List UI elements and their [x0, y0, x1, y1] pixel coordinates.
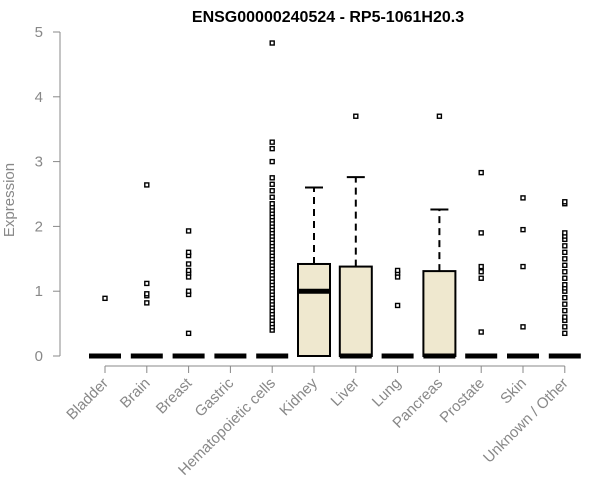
outlier-point	[102, 295, 108, 302]
outlier-point	[562, 307, 568, 314]
outlier-point	[144, 300, 150, 306]
outlier-point	[269, 175, 275, 181]
outlier-point	[269, 158, 275, 165]
outlier-point	[562, 330, 568, 337]
box-group	[422, 113, 457, 359]
outlier-point	[478, 275, 484, 281]
outlier-point	[269, 139, 275, 145]
y-tick-label: 1	[35, 283, 43, 300]
outlier-point	[269, 194, 275, 200]
plot-area	[89, 40, 581, 359]
outlier-point	[562, 230, 568, 236]
outlier-point	[478, 329, 484, 335]
box-iqr	[422, 270, 457, 357]
outlier-point	[185, 261, 192, 267]
outlier-point	[353, 113, 359, 119]
outlier-point	[478, 269, 484, 275]
box-group	[130, 182, 163, 359]
chart-title: ENSG00000240524 - RP5-1061H20.3	[192, 9, 464, 26]
y-tick-label: 5	[35, 24, 43, 41]
outlier-point	[269, 181, 275, 187]
box-group	[548, 199, 581, 359]
outlier-point	[562, 275, 568, 281]
outlier-point	[269, 188, 275, 194]
outlier-point	[436, 113, 443, 119]
box-iqr	[338, 265, 373, 357]
box-group	[338, 113, 373, 359]
outlier-point	[562, 301, 568, 307]
outlier-point	[562, 269, 568, 275]
box-group	[507, 195, 539, 359]
outlier-point	[520, 263, 526, 270]
outlier-point	[562, 243, 568, 249]
outlier-point	[562, 256, 568, 262]
outlier-point	[562, 294, 568, 301]
outlier-point	[144, 291, 150, 297]
outlier-point	[185, 228, 192, 234]
y-tick-label: 3	[35, 154, 43, 171]
outlier-point	[269, 40, 275, 46]
box-group	[297, 186, 331, 358]
outlier-point	[185, 288, 192, 294]
outlier-point	[185, 249, 192, 256]
outlier-point	[185, 267, 192, 274]
outlier-point	[520, 195, 526, 201]
x-tick-label: Skin	[497, 375, 530, 408]
box-group	[256, 40, 289, 359]
outlier-point	[269, 145, 275, 152]
outlier-point	[394, 302, 401, 309]
x-tick-label: Bladder	[63, 375, 112, 424]
y-axis: 0 1 2 3 4 5	[35, 24, 61, 365]
y-axis-label: Expression	[1, 163, 18, 237]
x-tick-label: Prostate	[436, 375, 488, 427]
outlier-point	[562, 249, 568, 256]
x-tick-label: Brain	[117, 375, 154, 412]
y-tick-label: 0	[35, 348, 43, 365]
outlier-point	[478, 263, 484, 270]
outlier-point	[394, 267, 401, 274]
box-group	[465, 169, 498, 359]
outlier-point	[520, 324, 526, 330]
x-tick-label: Breast	[153, 374, 196, 417]
y-tick-label: 2	[35, 218, 43, 235]
outlier-point	[562, 314, 568, 320]
box-iqr	[297, 262, 331, 358]
outlier-point	[520, 226, 526, 233]
outlier-point	[562, 262, 568, 268]
x-tick-label: Liver	[328, 375, 363, 410]
outlier-point	[562, 199, 568, 205]
outlier-point	[478, 230, 484, 236]
outlier-point	[144, 182, 150, 188]
x-tick-label: Lung	[369, 375, 405, 411]
outlier-point	[562, 282, 568, 288]
box-group	[172, 228, 205, 359]
y-tick-label: 4	[35, 89, 43, 106]
outlier-point	[144, 280, 150, 287]
outlier-point	[185, 330, 192, 337]
box-group	[89, 295, 121, 359]
outlier-point	[269, 201, 275, 207]
box-group	[381, 267, 414, 359]
outlier-point	[478, 169, 484, 176]
x-tick-label: Kidney	[276, 374, 321, 419]
outlier-point	[562, 324, 568, 330]
